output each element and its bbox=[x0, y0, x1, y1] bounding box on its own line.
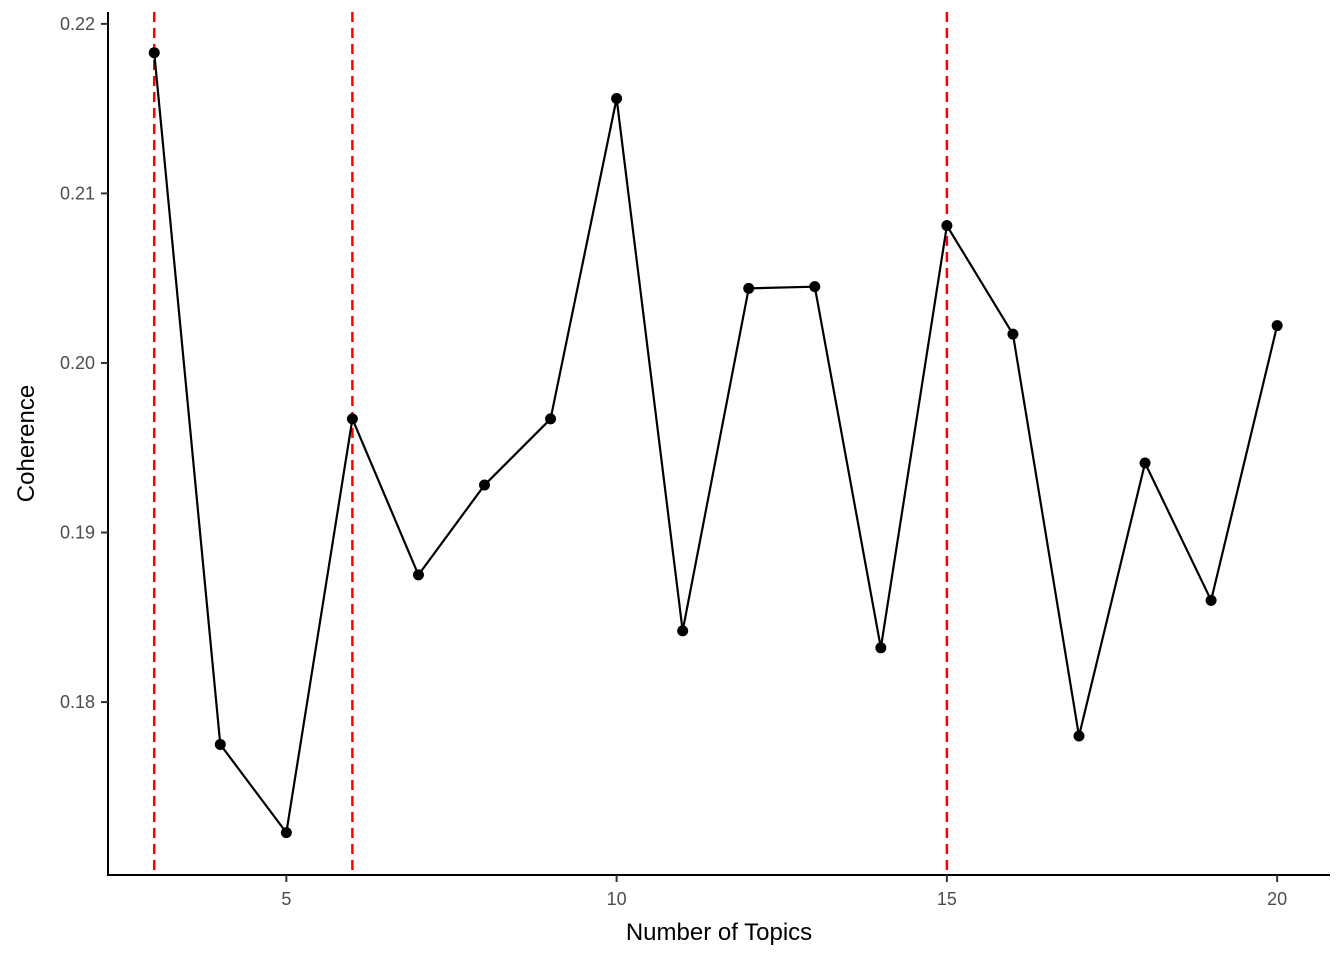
x-tick-label: 10 bbox=[607, 889, 627, 909]
data-point bbox=[214, 738, 226, 750]
data-point bbox=[875, 642, 887, 654]
y-tick-label: 0.21 bbox=[60, 183, 95, 203]
points-layer bbox=[148, 47, 1283, 839]
y-tick-label: 0.19 bbox=[60, 523, 95, 543]
data-point bbox=[809, 281, 821, 293]
y-axis-title: Coherence bbox=[13, 385, 40, 502]
series-line bbox=[153, 52, 1279, 834]
axes bbox=[107, 12, 1330, 876]
data-point bbox=[280, 827, 292, 839]
data-point bbox=[1007, 328, 1019, 340]
data-point bbox=[479, 479, 491, 491]
x-tick-label: 5 bbox=[281, 889, 291, 909]
reference-lines bbox=[152, 12, 949, 875]
y-tick-label: 0.22 bbox=[60, 14, 95, 34]
data-point bbox=[1205, 594, 1217, 606]
data-point bbox=[148, 47, 160, 59]
data-point bbox=[346, 413, 358, 425]
y-ticks: 0.18 0.19 0.20 0.21 0.22 bbox=[60, 14, 108, 712]
data-point bbox=[743, 282, 755, 294]
x-tick-label: 20 bbox=[1267, 889, 1287, 909]
x-axis-title: Number of Topics bbox=[626, 919, 812, 946]
data-point bbox=[412, 569, 424, 581]
data-point bbox=[1139, 457, 1151, 469]
data-point bbox=[611, 92, 623, 104]
x-ticks: 5 10 15 20 bbox=[281, 875, 1287, 909]
data-point bbox=[941, 220, 953, 232]
series-layer bbox=[153, 52, 1279, 834]
y-tick-label: 0.18 bbox=[60, 692, 95, 712]
data-point bbox=[677, 625, 689, 637]
x-tick-label: 15 bbox=[937, 889, 957, 909]
data-point bbox=[1271, 320, 1283, 332]
data-point bbox=[1073, 730, 1085, 742]
y-tick-label: 0.20 bbox=[60, 353, 95, 373]
data-point bbox=[545, 413, 557, 425]
